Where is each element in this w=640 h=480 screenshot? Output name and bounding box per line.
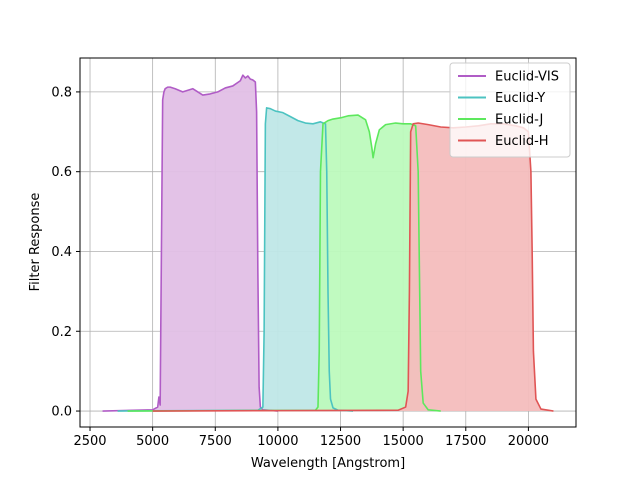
plot-frame <box>79 57 577 428</box>
x-tick-label: 17500 <box>445 434 486 449</box>
legend-label-euclid-j: Euclid-J <box>495 113 543 128</box>
y-tick-label: 0.2 <box>51 325 72 340</box>
series-lines <box>102 74 554 412</box>
series-area-euclid-vis <box>102 75 278 412</box>
axis-ticks: 2500 5000 7500 10000 12500 15000 17500 20000 0.0… <box>51 85 549 449</box>
y-tick-label: 0.0 <box>51 405 72 420</box>
legend-label-euclid-h: Euclid-H <box>495 134 549 149</box>
x-tick-label: 20000 <box>508 434 549 449</box>
x-tick-label: 12500 <box>320 434 361 449</box>
series-line-euclid-vis <box>102 74 278 412</box>
y-axis-label: Filter Response <box>28 193 43 292</box>
legend-box <box>449 62 571 158</box>
legend-label-euclid-vis: Euclid-VIS <box>495 70 559 85</box>
series-line-euclid-j <box>127 114 441 412</box>
x-tick-label: 10000 <box>257 434 298 449</box>
series-line-euclid-y <box>117 107 354 412</box>
series-area-euclid-y <box>117 107 354 412</box>
y-tick-label: 0.4 <box>51 245 72 260</box>
x-axis-label: Wavelength [Angstrom] <box>251 456 405 471</box>
series-area-euclid-j <box>127 115 441 412</box>
x-tick-label: 5000 <box>136 434 169 449</box>
legend-label-euclid-y: Euclid-Y <box>495 91 545 106</box>
legend: Euclid-VIS Euclid-Y Euclid-J Euclid-H <box>449 62 571 158</box>
x-tick-label: 15000 <box>382 434 423 449</box>
x-tick-label: 7500 <box>199 434 232 449</box>
series-areas <box>102 75 554 412</box>
y-tick-label: 0.8 <box>51 85 72 100</box>
x-tick-label: 2500 <box>73 434 106 449</box>
y-tick-label: 0.6 <box>51 165 72 180</box>
series-area-euclid-h <box>152 123 554 412</box>
